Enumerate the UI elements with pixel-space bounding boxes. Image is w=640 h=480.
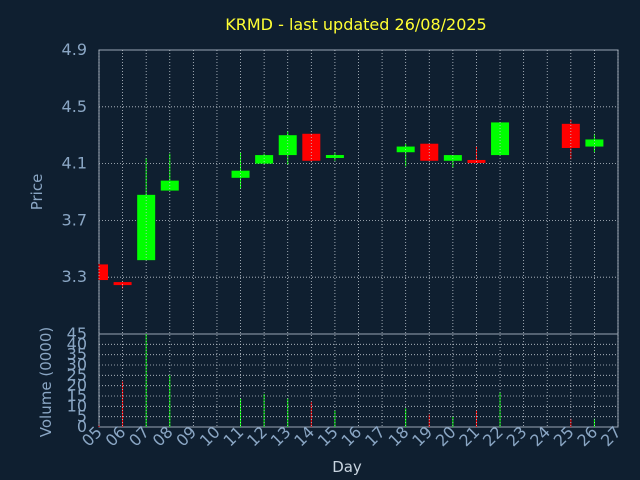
candle-body	[99, 264, 108, 281]
volume-tick-label: 45	[67, 324, 87, 343]
price-tick-label: 4.9	[62, 40, 87, 59]
volume-tick-label: 0	[77, 417, 87, 436]
candle	[278, 130, 297, 166]
candle-body	[561, 123, 580, 148]
volume-tick-label: 5	[77, 407, 87, 426]
volume-tick-label: 10	[67, 396, 87, 415]
candle-body	[231, 170, 250, 178]
x-axis: 0506070809101112131415161718192021222324…	[78, 50, 625, 450]
volume-tick-label: 15	[67, 386, 87, 405]
price-tick-label: 3.7	[62, 210, 87, 229]
price-axis-label: Price	[28, 174, 46, 211]
candle	[302, 133, 321, 163]
volume-tick-label: 25	[67, 365, 87, 384]
volume-axis-label: Volume (0000)	[37, 327, 55, 437]
candle-body	[325, 155, 344, 158]
price-tick-label: 3.3	[62, 267, 87, 286]
volume-tick-label: 40	[67, 334, 87, 353]
candle	[98, 263, 108, 281]
price-tick-label: 4.1	[62, 154, 87, 173]
candle-body	[491, 122, 510, 156]
price-panel: 4.9 4.5 4.1 3.7 3.3	[62, 40, 619, 335]
candle-body	[278, 135, 297, 156]
volume-tick-label: 30	[67, 355, 87, 374]
candle-body	[113, 282, 132, 286]
candle-body	[302, 133, 321, 161]
x-axis-label: Day	[332, 458, 362, 476]
candle	[491, 122, 510, 156]
volume-tick-label: 20	[67, 376, 87, 395]
candle	[325, 152, 344, 161]
candle-body	[255, 155, 274, 164]
chart-title: KRMD - last updated 26/08/2025	[225, 15, 486, 34]
candle-body	[443, 155, 462, 161]
price-tick-label: 4.5	[62, 97, 87, 116]
volume-tick-label: 35	[67, 345, 87, 364]
